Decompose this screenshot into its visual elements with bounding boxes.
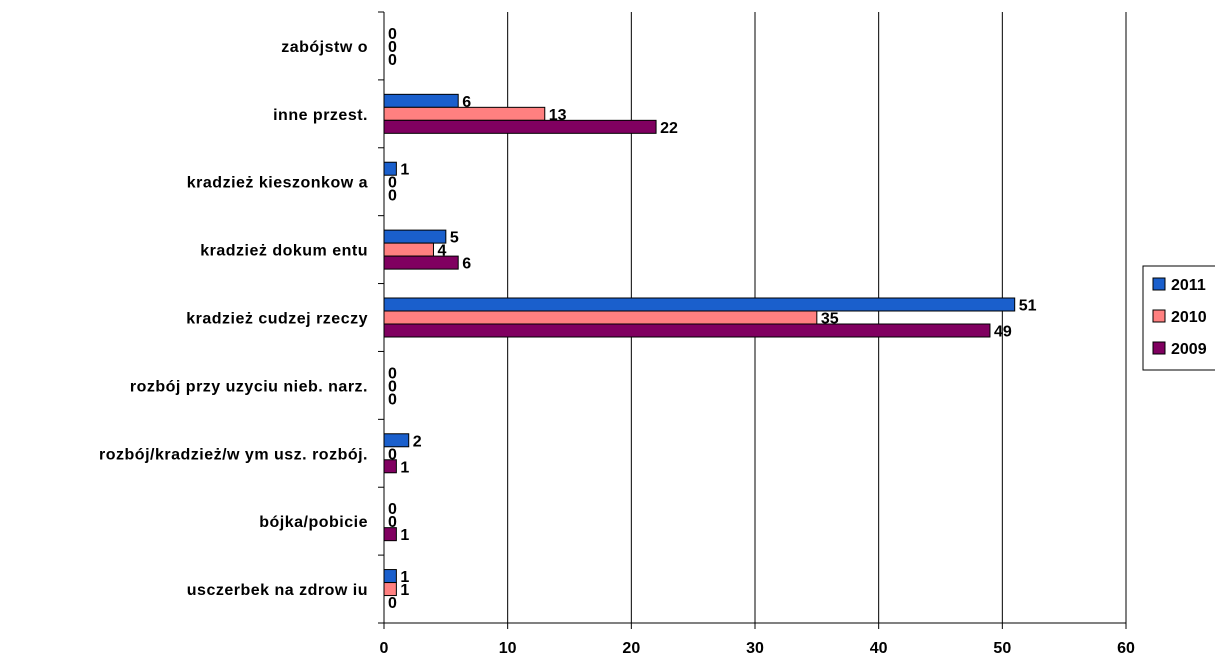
bar-2011-8 bbox=[383, 569, 397, 584]
category-label-4: kradzież cudzej rzeczy bbox=[186, 311, 368, 328]
bar-2009-4 bbox=[383, 323, 991, 338]
value-label-2010-4: 35 bbox=[821, 311, 839, 328]
legend-swatch-2010 bbox=[1152, 309, 1166, 323]
category-label-0: zabójstw o bbox=[281, 39, 368, 56]
value-label-2010-6: 0 bbox=[388, 446, 397, 463]
bar-2010-4 bbox=[383, 310, 818, 325]
x-tick-label-30: 30 bbox=[746, 640, 764, 657]
value-label-2009-3: 6 bbox=[462, 256, 471, 273]
x-tick-label-60: 60 bbox=[1117, 640, 1135, 657]
value-label-2011-0: 0 bbox=[388, 26, 397, 43]
legend-label-2010: 2010 bbox=[1171, 309, 1207, 326]
bar-2011-2 bbox=[383, 161, 397, 176]
category-label-1: inne przest. bbox=[273, 107, 368, 124]
value-label-2009-1: 22 bbox=[660, 120, 678, 137]
value-label-2009-4: 49 bbox=[994, 324, 1012, 341]
value-label-2010-1: 13 bbox=[549, 107, 567, 124]
bar-2011-6 bbox=[383, 433, 410, 448]
value-label-2009-8: 0 bbox=[388, 595, 397, 612]
x-tick-label-10: 10 bbox=[499, 640, 517, 657]
bar-2010-8 bbox=[383, 582, 397, 597]
bar-2009-1 bbox=[383, 119, 657, 134]
bar-2009-3 bbox=[383, 255, 459, 270]
category-label-8: usczerbek na zdrow iu bbox=[187, 582, 368, 599]
category-label-6: rozbój/kradzież/w ym usz. rozbój. bbox=[99, 446, 368, 463]
value-label-2010-5: 0 bbox=[388, 378, 397, 395]
value-label-2011-2: 1 bbox=[400, 162, 409, 179]
category-label-7: bójka/pobicie bbox=[259, 514, 368, 531]
x-tick-label-50: 50 bbox=[993, 640, 1011, 657]
category-label-2: kradzież kieszonkow a bbox=[187, 175, 368, 192]
bar-2010-3 bbox=[383, 242, 434, 257]
legend-swatch-2011 bbox=[1152, 277, 1166, 291]
legend-swatch-2009 bbox=[1152, 341, 1166, 355]
value-label-2010-7: 0 bbox=[388, 514, 397, 531]
value-label-2009-5: 0 bbox=[388, 391, 397, 408]
value-label-2009-2: 0 bbox=[388, 188, 397, 205]
value-label-2011-5: 0 bbox=[388, 365, 397, 382]
value-label-2010-0: 0 bbox=[388, 39, 397, 56]
bar-2011-4 bbox=[383, 297, 1016, 312]
axes bbox=[378, 11, 1127, 629]
value-label-2011-3: 5 bbox=[450, 230, 459, 247]
legend: 2011 2010 2009 bbox=[1142, 265, 1215, 371]
bar-2011-3 bbox=[383, 229, 447, 244]
value-label-2010-8: 1 bbox=[400, 582, 409, 599]
bars bbox=[383, 93, 1016, 597]
category-label-5: rozbój przy uzyciu nieb. narz. bbox=[130, 378, 368, 395]
x-tick-label-0: 0 bbox=[380, 640, 389, 657]
value-label-2011-4: 51 bbox=[1019, 298, 1037, 315]
legend-label-2009: 2009 bbox=[1171, 341, 1207, 358]
value-label-2009-7: 1 bbox=[400, 527, 409, 544]
value-label-2011-6: 2 bbox=[413, 433, 422, 450]
bar-2011-1 bbox=[383, 93, 459, 108]
value-label-2009-0: 0 bbox=[388, 52, 397, 69]
value-label-2009-6: 1 bbox=[400, 459, 409, 476]
legend-label-2011: 2011 bbox=[1171, 277, 1206, 294]
x-tick-label-20: 20 bbox=[622, 640, 640, 657]
value-label-2011-7: 0 bbox=[388, 501, 397, 518]
value-label-2011-8: 1 bbox=[400, 569, 409, 586]
value-label-2010-2: 0 bbox=[388, 175, 397, 192]
category-label-3: kradzież dokum entu bbox=[200, 243, 368, 260]
x-tick-label-40: 40 bbox=[870, 640, 888, 657]
value-label-2011-1: 6 bbox=[462, 94, 471, 111]
value-label-2010-3: 4 bbox=[437, 243, 446, 260]
